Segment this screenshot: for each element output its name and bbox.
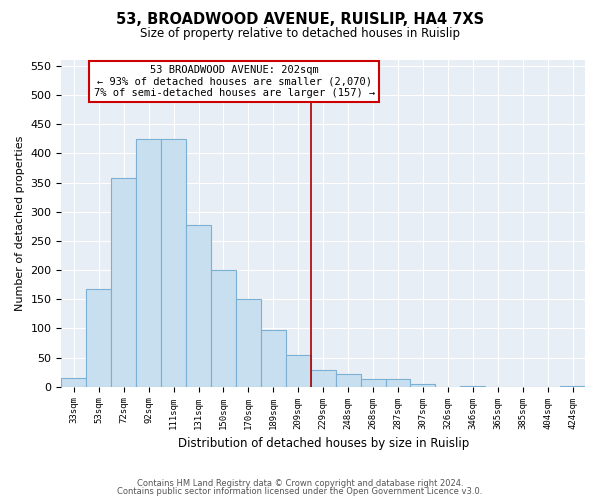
Text: Size of property relative to detached houses in Ruislip: Size of property relative to detached ho… bbox=[140, 28, 460, 40]
Bar bbox=[410, 384, 436, 386]
Text: Contains public sector information licensed under the Open Government Licence v3: Contains public sector information licen… bbox=[118, 487, 482, 496]
Bar bbox=[111, 178, 136, 386]
Bar bbox=[86, 288, 111, 386]
Y-axis label: Number of detached properties: Number of detached properties bbox=[15, 136, 25, 311]
Bar bbox=[136, 139, 161, 386]
Text: 53, BROADWOOD AVENUE, RUISLIP, HA4 7XS: 53, BROADWOOD AVENUE, RUISLIP, HA4 7XS bbox=[116, 12, 484, 28]
Bar bbox=[386, 378, 410, 386]
Bar bbox=[361, 378, 386, 386]
Bar bbox=[261, 330, 286, 386]
Bar bbox=[311, 370, 335, 386]
Text: Contains HM Land Registry data © Crown copyright and database right 2024.: Contains HM Land Registry data © Crown c… bbox=[137, 478, 463, 488]
Bar bbox=[186, 224, 211, 386]
Bar bbox=[161, 139, 186, 386]
Bar bbox=[61, 378, 86, 386]
Bar bbox=[236, 299, 261, 386]
Text: 53 BROADWOOD AVENUE: 202sqm
← 93% of detached houses are smaller (2,070)
7% of s: 53 BROADWOOD AVENUE: 202sqm ← 93% of det… bbox=[94, 65, 375, 98]
Bar bbox=[335, 374, 361, 386]
Bar bbox=[211, 270, 236, 386]
Bar bbox=[286, 354, 311, 386]
X-axis label: Distribution of detached houses by size in Ruislip: Distribution of detached houses by size … bbox=[178, 437, 469, 450]
